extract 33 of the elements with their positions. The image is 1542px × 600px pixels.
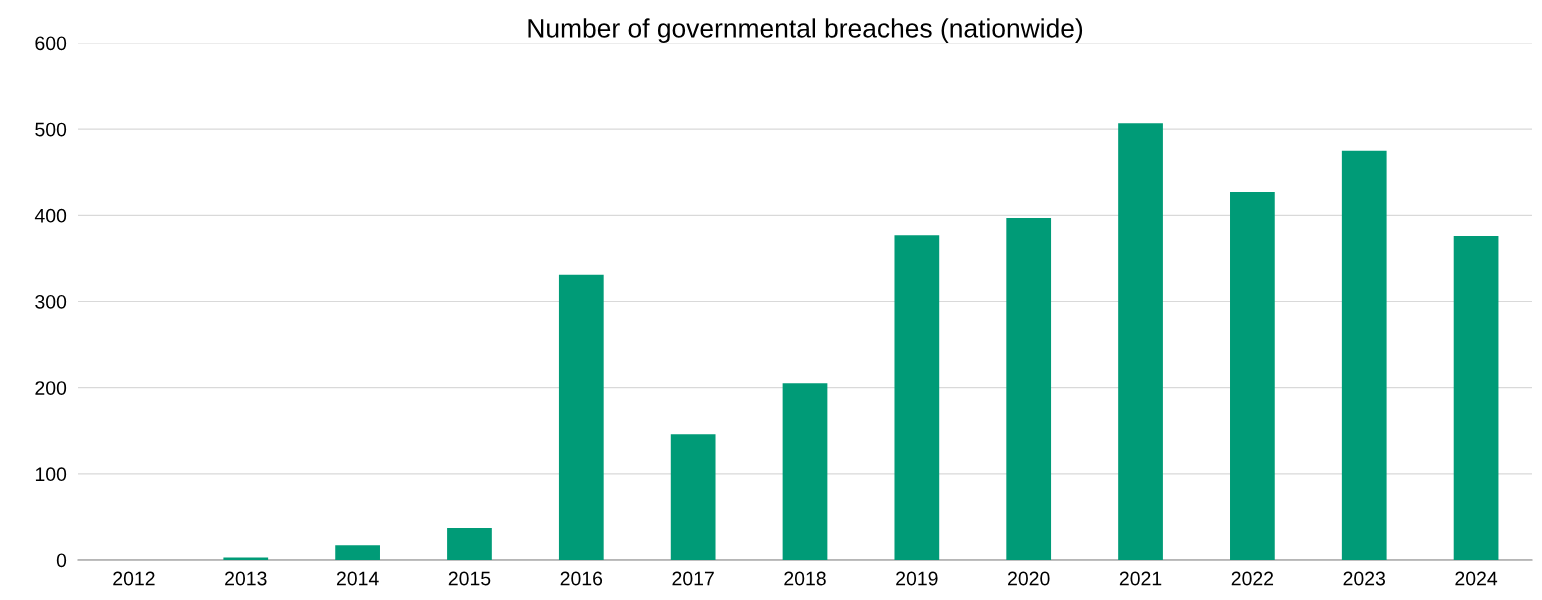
bar (447, 528, 492, 560)
x-tick-label: 2013 (225, 571, 267, 586)
y-tick-label: 300 (35, 294, 67, 309)
bar (1006, 217, 1052, 560)
x-tick-label: 2016 (560, 571, 603, 586)
x-tick-label: 2012 (113, 571, 155, 586)
y-tick-label: 100 (35, 467, 67, 482)
bar (335, 545, 380, 560)
bar (558, 274, 604, 560)
y-tick-label: 600 (35, 36, 67, 51)
x-tick-label: 2021 (1119, 571, 1162, 586)
bar (223, 557, 269, 560)
y-tick-label: 0 (56, 553, 67, 568)
chart-title: Number of governmental breaches (nationwide) (528, 18, 1083, 43)
bar (1453, 236, 1499, 560)
bar (1341, 150, 1387, 560)
x-tick-label: 2023 (1343, 571, 1386, 586)
bar (782, 383, 828, 560)
bar (1118, 123, 1163, 560)
x-tick-label: 2018 (784, 571, 826, 586)
x-tick-label: 2014 (336, 571, 379, 586)
x-tick-label: 2019 (896, 571, 938, 586)
bar (1230, 192, 1275, 560)
x-tick-label: 2017 (672, 571, 714, 586)
bar (894, 235, 940, 560)
y-tick-label: 500 (35, 122, 67, 137)
x-tick-label: 2020 (1008, 571, 1050, 586)
y-tick-label: 400 (34, 208, 67, 223)
x-tick-label: 2024 (1455, 571, 1498, 586)
x-tick-label: 2022 (1231, 571, 1274, 586)
x-tick-label: 2015 (448, 571, 491, 586)
y-tick-label: 200 (35, 381, 67, 395)
bar (670, 434, 716, 560)
